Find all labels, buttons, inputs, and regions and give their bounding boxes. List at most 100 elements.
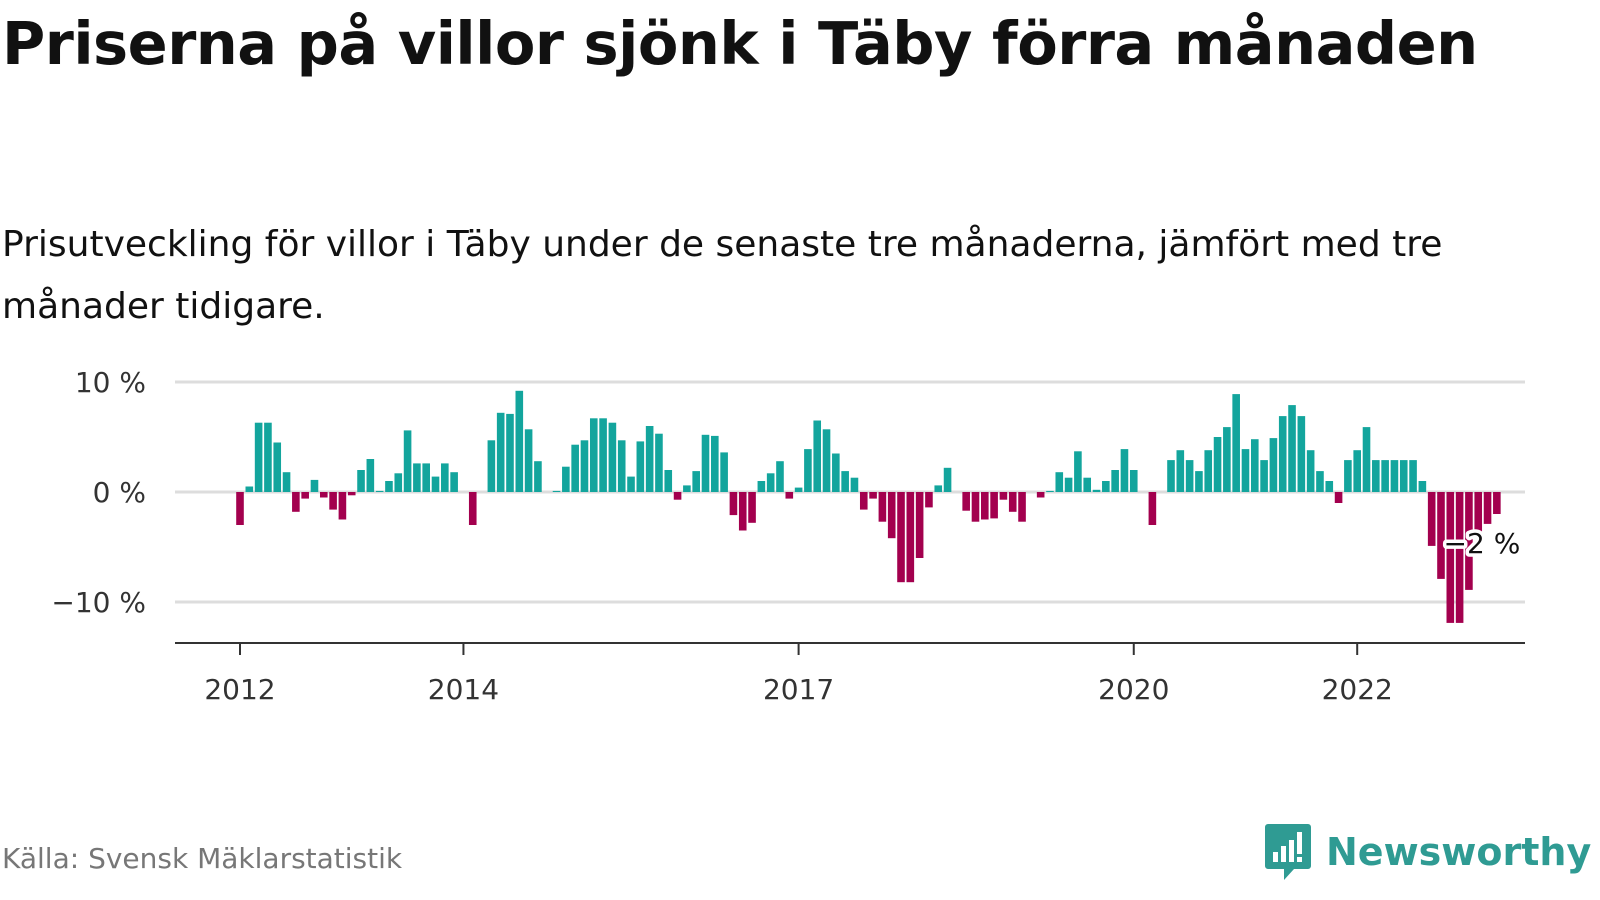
bar — [897, 492, 905, 583]
newsworthy-logo-icon — [1265, 824, 1311, 880]
labels: 10 % 0 % −10 % 2012 2014 2017 2020 2022 −2 % — [51, 366, 1523, 706]
bar — [999, 492, 1008, 500]
bar — [1195, 471, 1203, 492]
bar — [1465, 492, 1473, 590]
bar — [1176, 450, 1185, 492]
bar — [869, 492, 877, 499]
bar — [1260, 460, 1268, 492]
bar — [608, 422, 617, 492]
bar — [776, 461, 784, 492]
bar — [822, 429, 831, 492]
bar — [627, 476, 635, 492]
bar — [655, 433, 663, 492]
bar — [1474, 492, 1483, 535]
bar — [301, 492, 309, 499]
bar — [1353, 450, 1361, 492]
bar — [431, 476, 440, 492]
bar — [664, 470, 673, 492]
bar — [1316, 471, 1324, 492]
bar — [850, 477, 859, 492]
bar — [785, 492, 794, 499]
bar — [1148, 492, 1157, 525]
bar — [1064, 477, 1073, 492]
bar — [887, 492, 896, 539]
bar — [375, 490, 384, 492]
bar — [692, 471, 700, 492]
bar — [264, 422, 272, 492]
bar — [906, 492, 915, 583]
bar — [878, 492, 887, 522]
bar — [1483, 492, 1492, 524]
chart-subtitle: Prisutveckling för villor i Täby under d… — [2, 224, 1443, 327]
x-tick-label: 2017 — [763, 673, 834, 706]
bar — [1167, 460, 1175, 492]
bar — [1306, 450, 1315, 492]
bar — [534, 461, 542, 492]
bar — [729, 492, 738, 516]
bar — [524, 429, 533, 492]
bar — [552, 490, 561, 492]
bar — [394, 473, 403, 492]
bar — [1036, 492, 1045, 498]
bar — [617, 440, 626, 492]
bar — [515, 390, 524, 492]
bar — [859, 492, 868, 510]
bar — [310, 479, 319, 492]
bar — [1018, 492, 1026, 522]
bar — [580, 440, 589, 492]
bar — [450, 472, 458, 492]
newsworthy-brand[interactable]: Newsworthy — [1264, 820, 1591, 884]
bar — [1409, 460, 1417, 492]
bar — [971, 492, 980, 522]
bar — [1185, 460, 1194, 492]
bar — [319, 492, 328, 498]
bar — [1372, 460, 1380, 492]
bar — [1325, 481, 1334, 492]
bar — [673, 492, 682, 500]
bar — [1111, 470, 1119, 492]
bar — [347, 492, 356, 496]
bar — [245, 486, 254, 492]
bar — [589, 418, 598, 492]
bar — [757, 481, 766, 492]
bar — [236, 492, 244, 525]
bar — [1055, 472, 1064, 492]
bar — [506, 413, 514, 492]
bar — [468, 492, 477, 525]
bar — [338, 492, 347, 520]
bar — [1008, 492, 1017, 512]
bar — [496, 412, 505, 492]
bar — [1241, 449, 1250, 492]
bar — [487, 440, 496, 492]
bar — [1120, 449, 1129, 492]
source-note: Källa: Svensk Mäklarstatistik — [2, 842, 403, 875]
y-tick-label: 0 % — [93, 476, 146, 509]
bar — [915, 492, 924, 558]
bar — [990, 492, 998, 519]
bar — [925, 492, 933, 508]
bar — [273, 442, 282, 492]
bar — [841, 471, 849, 492]
bar — [1288, 405, 1296, 492]
bar — [357, 470, 365, 492]
bar — [636, 441, 645, 492]
bar — [1269, 438, 1278, 492]
chart-title: Priserna på villor sjönk i Täby förra må… — [2, 9, 1478, 78]
x-tick-label: 2022 — [1322, 673, 1393, 706]
bar — [738, 492, 747, 531]
bar — [832, 453, 840, 492]
bar — [571, 444, 579, 492]
x-tick-label: 2014 — [428, 673, 499, 706]
bar — [1390, 460, 1399, 492]
y-tick-label: 10 % — [75, 366, 146, 399]
bar — [1232, 394, 1240, 492]
bar — [1092, 489, 1101, 492]
bar — [804, 449, 812, 492]
bar — [1437, 492, 1445, 579]
bar — [813, 420, 822, 492]
bar — [1074, 451, 1082, 492]
bar — [943, 467, 952, 492]
bar — [282, 472, 291, 492]
bar — [934, 485, 943, 492]
bar — [720, 452, 728, 492]
